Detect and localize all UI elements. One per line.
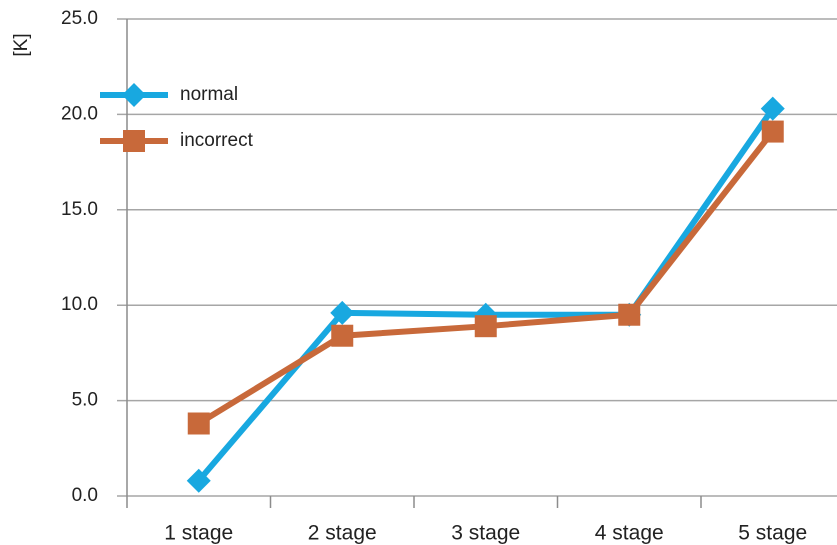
x-tick-label: 4 stage [595,522,664,545]
y-tick-label: 20.0 [61,103,98,124]
y-axis-label: [K] [11,33,32,56]
chart: [K] 0.0 5.0 10.0 15.0 20.0 25.0 1 stage 2 stage… [0,0,837,545]
y-tick-label: 25.0 [61,8,98,29]
legend-marker [122,83,146,107]
data-point [188,412,210,434]
x-tick-label: 1 stage [164,522,233,545]
data-point [331,325,353,347]
x-tick-label: 2 stage [308,522,377,545]
y-tick-label: 10.0 [61,294,98,315]
legend-label: normal [180,84,238,105]
legend-label: incorrect [180,130,254,151]
series-line [199,109,773,481]
x-tick-label: 3 stage [451,522,520,545]
data-point [762,121,784,143]
y-tick-label: 15.0 [61,199,98,220]
data-point [618,304,640,326]
y-tick-label: 0.0 [72,485,98,506]
legend-marker [123,130,145,152]
x-tick-label: 5 stage [738,522,807,545]
data-point [475,315,497,337]
y-tick-label: 5.0 [72,390,98,411]
